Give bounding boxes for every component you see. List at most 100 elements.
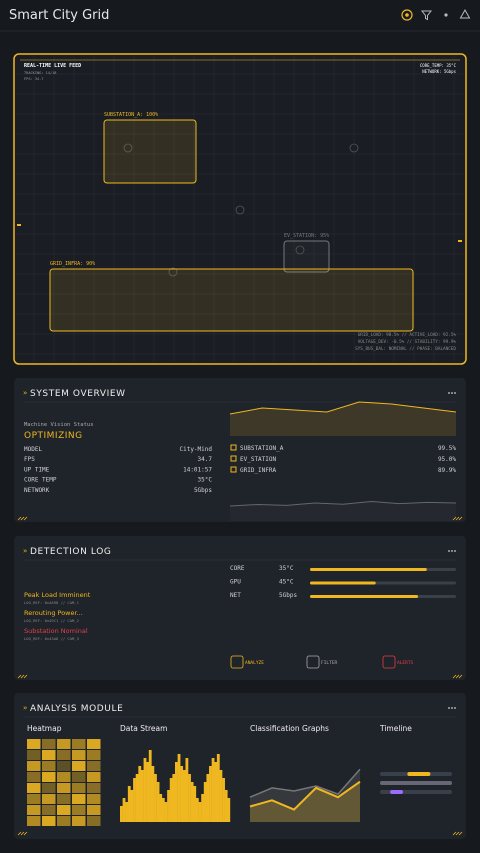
detection-label: EV_STATION: 95% bbox=[284, 233, 329, 239]
metric-name: GPU bbox=[230, 579, 241, 586]
log-title: Rerouting Power... bbox=[24, 609, 83, 617]
button-label[interactable]: ALERTS bbox=[397, 660, 414, 666]
live-feed-panel bbox=[13, 53, 467, 365]
metric-bar bbox=[310, 568, 427, 571]
button-label[interactable]: FILTER bbox=[321, 660, 338, 666]
alert-icon[interactable] bbox=[459, 8, 471, 19]
legend-value: 99.5% bbox=[438, 445, 456, 452]
timeline-bar bbox=[407, 772, 431, 776]
menu-dot[interactable] bbox=[454, 550, 456, 552]
detection-box bbox=[49, 268, 414, 332]
corner-hatch bbox=[458, 674, 463, 679]
heatmap-cell bbox=[72, 739, 86, 749]
class-line bbox=[249, 780, 361, 811]
feed-marker bbox=[17, 224, 21, 226]
legend-name: GRID_INFRA bbox=[240, 467, 277, 474]
target-dot bbox=[405, 13, 409, 17]
timeline-bar bbox=[380, 781, 452, 785]
heatmap-cell bbox=[42, 816, 56, 826]
feed-status: NETWORK: 5Gbps bbox=[422, 69, 456, 74]
button-icon[interactable] bbox=[306, 655, 320, 669]
heatmap-cell bbox=[42, 739, 56, 749]
button-label[interactable]: ANALYZE bbox=[245, 660, 264, 666]
menu-dot[interactable] bbox=[448, 550, 450, 552]
metric-value: 5Gbps bbox=[279, 592, 297, 599]
feed-status: CORE_TEMP: 35°C bbox=[420, 63, 457, 68]
heatmap-cell bbox=[27, 805, 41, 815]
heatmap-cell bbox=[27, 783, 41, 793]
heatmap-cell bbox=[42, 805, 56, 815]
section-title: Timeline bbox=[379, 724, 412, 733]
button-icon[interactable] bbox=[230, 655, 244, 669]
menu-dot[interactable] bbox=[451, 392, 453, 394]
corner-hatch bbox=[455, 516, 460, 521]
stream-bar bbox=[211, 758, 215, 822]
stream-bar bbox=[138, 766, 142, 822]
stream-bar bbox=[120, 806, 123, 822]
stream-bar bbox=[222, 778, 225, 822]
menu-dot[interactable] bbox=[451, 550, 453, 552]
heatmap-cell bbox=[87, 816, 101, 826]
metric-name: NET bbox=[230, 592, 241, 599]
section-title: Heatmap bbox=[27, 724, 62, 733]
heatmap-cell bbox=[57, 805, 71, 815]
corner-hatch bbox=[20, 516, 25, 521]
heatmap-cell bbox=[72, 805, 86, 815]
stream-bar bbox=[177, 754, 181, 822]
heatmap-cell bbox=[87, 783, 101, 793]
stream-bar bbox=[156, 782, 160, 822]
feed-title: REAL-TIME LIVE FEED bbox=[24, 63, 81, 69]
stream-bar bbox=[130, 790, 134, 822]
stream-bar bbox=[135, 774, 139, 822]
stream-bar bbox=[164, 802, 168, 822]
legend-swatch bbox=[230, 444, 237, 451]
button-icon[interactable] bbox=[382, 655, 396, 669]
spec-value: 35°C bbox=[198, 477, 213, 484]
corner-hatch bbox=[17, 516, 22, 521]
stream-bar bbox=[140, 770, 144, 822]
log-ref: LOG_REF: 0x4A98 // CAM_1 bbox=[24, 600, 80, 605]
status-label: Machine Vision Status bbox=[24, 422, 94, 428]
panel-chevron: » bbox=[23, 389, 27, 397]
class-line bbox=[249, 768, 361, 798]
legend-swatch bbox=[230, 466, 237, 473]
menu-dot[interactable] bbox=[448, 707, 450, 709]
stream-bar bbox=[188, 774, 191, 822]
heatmap-cell bbox=[87, 805, 101, 815]
stream-bar bbox=[185, 758, 189, 822]
corner-hatch bbox=[17, 831, 22, 836]
menu-dot[interactable] bbox=[448, 392, 450, 394]
stream-bar bbox=[201, 794, 205, 822]
corner-hatch bbox=[20, 674, 25, 679]
corner-hatch bbox=[452, 831, 457, 836]
legend-value: 89.9% bbox=[438, 467, 456, 474]
legend-swatch bbox=[230, 455, 237, 462]
detection-label: SUBSTATION_A: 100% bbox=[104, 112, 158, 118]
dot-icon[interactable] bbox=[444, 13, 448, 17]
filter-icon[interactable] bbox=[420, 10, 433, 21]
node bbox=[168, 267, 178, 277]
overview-panel bbox=[14, 378, 466, 522]
stream-bar bbox=[125, 802, 129, 822]
feed-grid bbox=[16, 56, 464, 362]
menu-dot[interactable] bbox=[454, 392, 456, 394]
heatmap-cell bbox=[57, 794, 71, 804]
panel-title: ANALYSIS MODULE bbox=[30, 704, 123, 714]
panel-chevron: » bbox=[23, 547, 27, 555]
panel-title: SYSTEM OVERVIEW bbox=[30, 389, 126, 399]
class-area bbox=[250, 781, 360, 822]
detection-box bbox=[103, 119, 197, 184]
heatmap-cell bbox=[42, 794, 56, 804]
feed-footer: VOLTAGE_DEV: -0.5% // STABILITY: 99.9% bbox=[358, 339, 457, 345]
menu-dot[interactable] bbox=[454, 707, 456, 709]
spec-value: City-Mind bbox=[179, 446, 212, 453]
feed-marker bbox=[458, 240, 462, 242]
stream-bar bbox=[198, 802, 202, 822]
stream-bar bbox=[193, 786, 197, 822]
target-icon[interactable] bbox=[401, 9, 413, 21]
corner-hatch bbox=[455, 674, 460, 679]
stream-bar bbox=[214, 762, 218, 822]
stream-bar bbox=[159, 794, 163, 822]
menu-dot[interactable] bbox=[451, 707, 453, 709]
corner-hatch bbox=[23, 831, 28, 836]
